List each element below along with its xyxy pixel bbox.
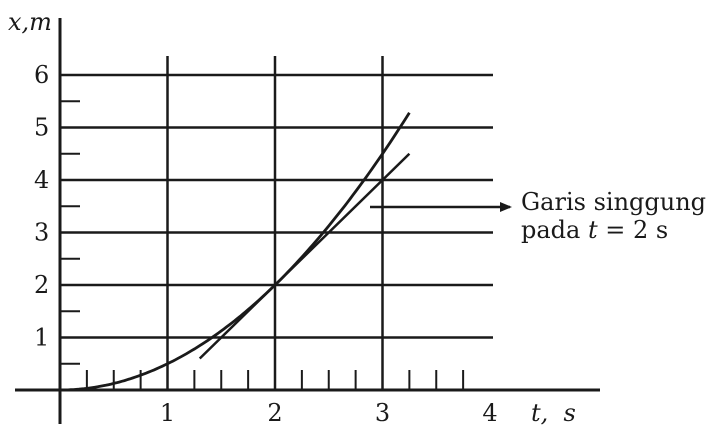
x-tick-label-1: 1 (160, 399, 175, 425)
y-axis-label: x,m (8, 8, 52, 36)
series (60, 111, 411, 392)
minor-ticks (60, 100, 465, 390)
axes (15, 18, 600, 424)
x-tick-label-2: 2 (267, 399, 282, 425)
annotation-variable: t (588, 216, 598, 244)
x-axis-label: t, s (531, 399, 576, 425)
grid (60, 56, 493, 390)
x-tick-label-3: 3 (375, 399, 390, 425)
y-tick-label-3: 3 (34, 219, 49, 247)
tangent-line (198, 152, 411, 360)
y-tick-label-1: 1 (34, 324, 49, 352)
y-tick-label-5: 5 (34, 114, 49, 142)
annotation-line-2: pada t = 2 s (521, 216, 668, 244)
annotation-line-1: Garis singgung (521, 188, 706, 216)
y-tick-label-2: 2 (34, 271, 49, 299)
annotation-prefix: pada (521, 216, 588, 244)
y-tick-label-4: 4 (34, 166, 49, 194)
x-tick-label-4: 4 (482, 399, 497, 425)
annotation-suffix: = 2 s (598, 216, 669, 244)
y-tick-label-6: 6 (34, 61, 49, 89)
tick-labels: 1 2 3 4 5 6 1 2 3 4 (34, 61, 498, 425)
position-curve (60, 111, 411, 392)
